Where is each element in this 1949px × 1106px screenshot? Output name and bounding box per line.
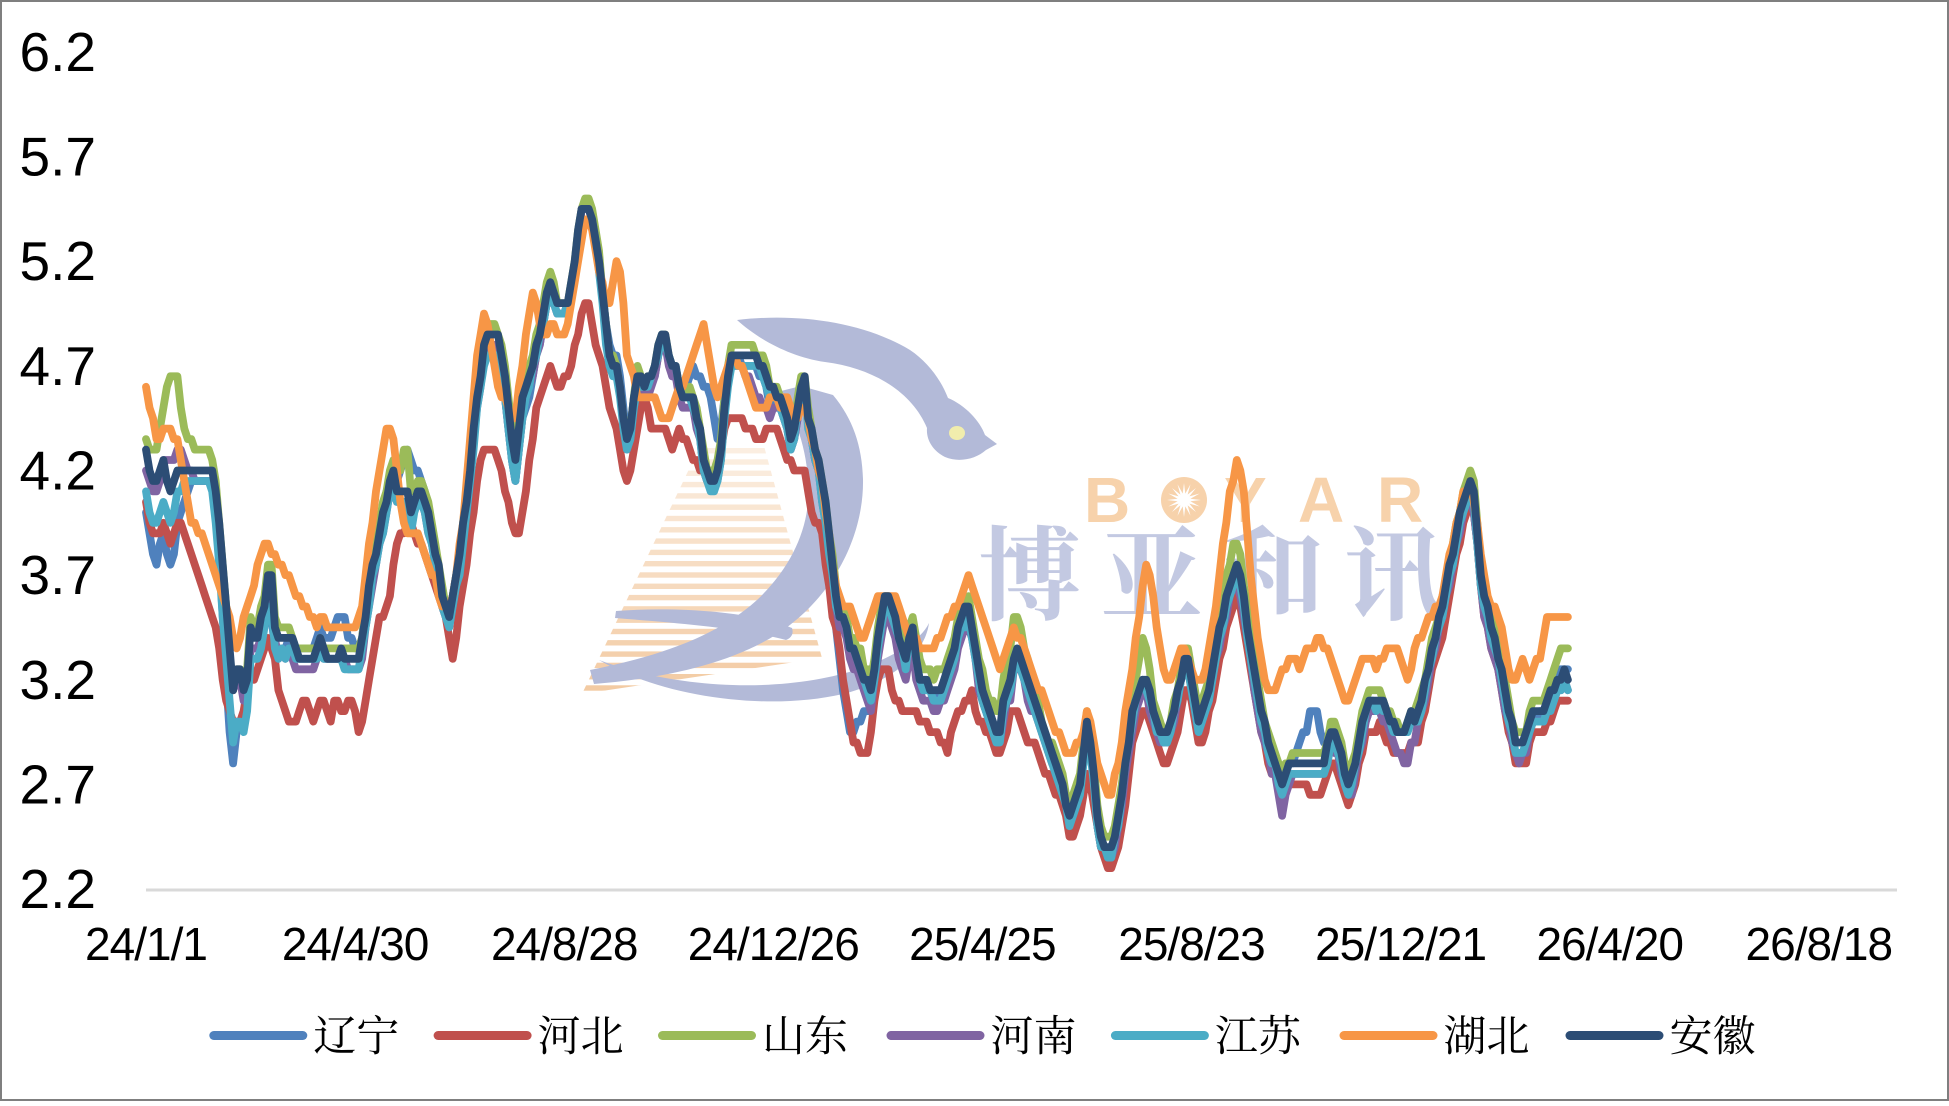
svg-text:24/12/26: 24/12/26 <box>688 918 859 970</box>
svg-text:6.2: 6.2 <box>20 21 96 83</box>
svg-text:2.2: 2.2 <box>20 858 96 920</box>
svg-text:3.2: 3.2 <box>20 649 96 711</box>
svg-text:3.7: 3.7 <box>20 544 96 606</box>
svg-text:26/8/18: 26/8/18 <box>1746 918 1892 970</box>
svg-text:4.7: 4.7 <box>20 335 96 397</box>
svg-text:24/4/30: 24/4/30 <box>282 918 428 970</box>
svg-text:25/4/25: 25/4/25 <box>909 918 1055 970</box>
svg-text:4.2: 4.2 <box>20 440 96 502</box>
svg-text:R: R <box>1377 464 1423 536</box>
svg-text:A: A <box>1298 464 1344 536</box>
svg-text:5.2: 5.2 <box>20 230 96 292</box>
svg-text:25/8/23: 25/8/23 <box>1118 918 1264 970</box>
svg-text:25/12/21: 25/12/21 <box>1315 918 1486 970</box>
svg-text:24/1/1: 24/1/1 <box>85 918 207 970</box>
svg-text:24/8/28: 24/8/28 <box>491 918 637 970</box>
svg-text:2.7: 2.7 <box>20 753 96 815</box>
svg-text:26/4/20: 26/4/20 <box>1536 918 1682 970</box>
svg-text:B: B <box>1084 464 1130 536</box>
svg-text:5.7: 5.7 <box>20 126 96 188</box>
